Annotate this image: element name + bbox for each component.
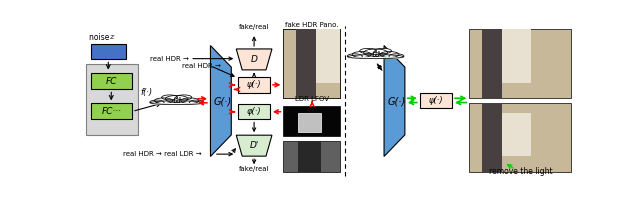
FancyBboxPatch shape <box>237 77 270 93</box>
FancyBboxPatch shape <box>298 141 321 172</box>
FancyBboxPatch shape <box>284 29 340 98</box>
Circle shape <box>352 52 371 57</box>
Circle shape <box>189 100 204 105</box>
Text: ω: ω <box>173 95 180 105</box>
Text: ψ(·): ψ(·) <box>246 80 261 89</box>
Text: FC···: FC··· <box>102 107 122 116</box>
FancyBboxPatch shape <box>420 93 452 108</box>
Text: remove the light: remove the light <box>488 167 552 176</box>
Text: ψ(·): ψ(·) <box>429 96 443 105</box>
Text: f(·): f(·) <box>141 88 152 97</box>
Polygon shape <box>236 49 272 70</box>
Text: G(·): G(·) <box>214 96 232 106</box>
Polygon shape <box>211 46 231 156</box>
Circle shape <box>150 100 164 105</box>
Circle shape <box>181 98 199 104</box>
Text: D: D <box>251 55 257 64</box>
FancyBboxPatch shape <box>86 64 138 135</box>
FancyBboxPatch shape <box>298 113 321 132</box>
FancyBboxPatch shape <box>237 104 270 119</box>
Text: fake HDR Pano.: fake HDR Pano. <box>285 22 339 28</box>
Circle shape <box>380 52 399 57</box>
FancyBboxPatch shape <box>91 103 132 119</box>
FancyBboxPatch shape <box>284 141 340 172</box>
Polygon shape <box>384 46 405 156</box>
Circle shape <box>348 54 362 58</box>
FancyBboxPatch shape <box>502 113 531 156</box>
Text: φ(·): φ(·) <box>246 107 261 116</box>
Text: real HDR →: real HDR → <box>182 63 221 69</box>
Circle shape <box>375 48 392 54</box>
Polygon shape <box>236 135 272 156</box>
Text: real HDR → real LDR →: real HDR → real LDR → <box>122 151 201 157</box>
FancyBboxPatch shape <box>469 103 571 172</box>
Circle shape <box>389 54 404 58</box>
FancyBboxPatch shape <box>284 29 340 98</box>
FancyBboxPatch shape <box>296 29 316 98</box>
Text: G(·): G(·) <box>387 96 406 106</box>
FancyBboxPatch shape <box>482 103 502 172</box>
FancyBboxPatch shape <box>502 29 531 83</box>
Circle shape <box>364 49 388 56</box>
Circle shape <box>154 98 173 104</box>
Circle shape <box>360 48 376 54</box>
FancyBboxPatch shape <box>91 44 125 59</box>
Text: z: z <box>109 33 113 41</box>
Text: LDR LFOV: LDR LFOV <box>295 96 329 102</box>
Text: fake/real: fake/real <box>239 24 269 30</box>
FancyBboxPatch shape <box>316 29 340 83</box>
Text: FC: FC <box>106 77 117 86</box>
Text: real HDR →: real HDR → <box>150 56 189 62</box>
Text: ω: ω <box>372 49 380 59</box>
FancyBboxPatch shape <box>482 29 502 98</box>
FancyBboxPatch shape <box>284 106 340 136</box>
Circle shape <box>176 95 192 100</box>
Text: fake/real: fake/real <box>239 166 269 172</box>
FancyBboxPatch shape <box>469 29 571 98</box>
Text: noise: noise <box>89 33 114 42</box>
FancyBboxPatch shape <box>91 73 132 89</box>
Text: D': D' <box>250 141 259 150</box>
Circle shape <box>165 95 188 102</box>
Circle shape <box>162 95 177 100</box>
